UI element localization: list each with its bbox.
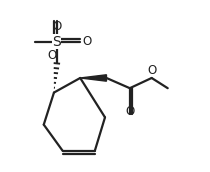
Text: O: O [52,20,62,33]
Text: S: S [52,35,61,49]
Text: O: O [147,63,156,77]
Text: O: O [125,105,134,118]
Polygon shape [80,75,106,81]
Text: O: O [82,35,91,48]
Text: O: O [47,49,56,62]
